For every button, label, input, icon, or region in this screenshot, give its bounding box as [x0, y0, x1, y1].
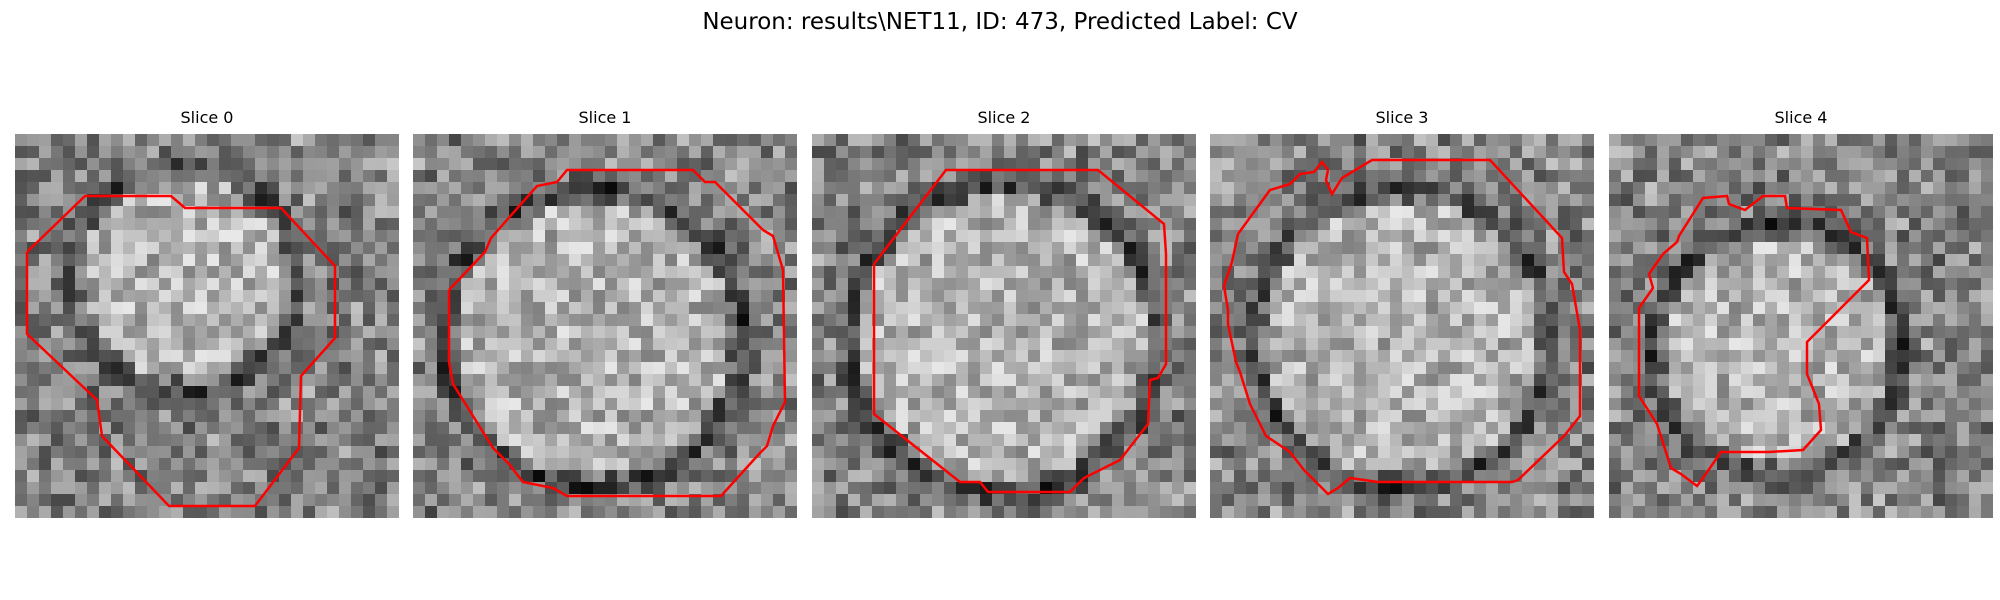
slice-title-3: Slice 3	[1375, 108, 1429, 127]
slice-panel-0: Slice 0	[15, 108, 399, 518]
slice-panel-1: Slice 1	[413, 108, 797, 518]
slice-image-1	[413, 134, 797, 518]
slice-image-0	[15, 134, 399, 518]
slice-panel-4: Slice 4	[1609, 108, 1993, 518]
slice-image-3	[1210, 134, 1594, 518]
contour-0	[25, 194, 337, 508]
contour-4	[1637, 194, 1871, 488]
slice-image-4	[1609, 134, 1993, 518]
slice-title-2: Slice 2	[977, 108, 1031, 127]
slice-title-4: Slice 4	[1774, 108, 1828, 127]
figure-title: Neuron: results\NET11, ID: 473, Predicte…	[702, 9, 1298, 35]
contour-2	[872, 168, 1168, 494]
slice-title-1: Slice 1	[578, 108, 632, 127]
slice-panel-3: Slice 3	[1210, 108, 1594, 518]
slice-panel-2: Slice 2	[812, 108, 1196, 518]
contour-3	[1222, 158, 1582, 496]
contour-1	[447, 168, 787, 498]
slice-image-2	[812, 134, 1196, 518]
slice-title-0: Slice 0	[180, 108, 234, 127]
